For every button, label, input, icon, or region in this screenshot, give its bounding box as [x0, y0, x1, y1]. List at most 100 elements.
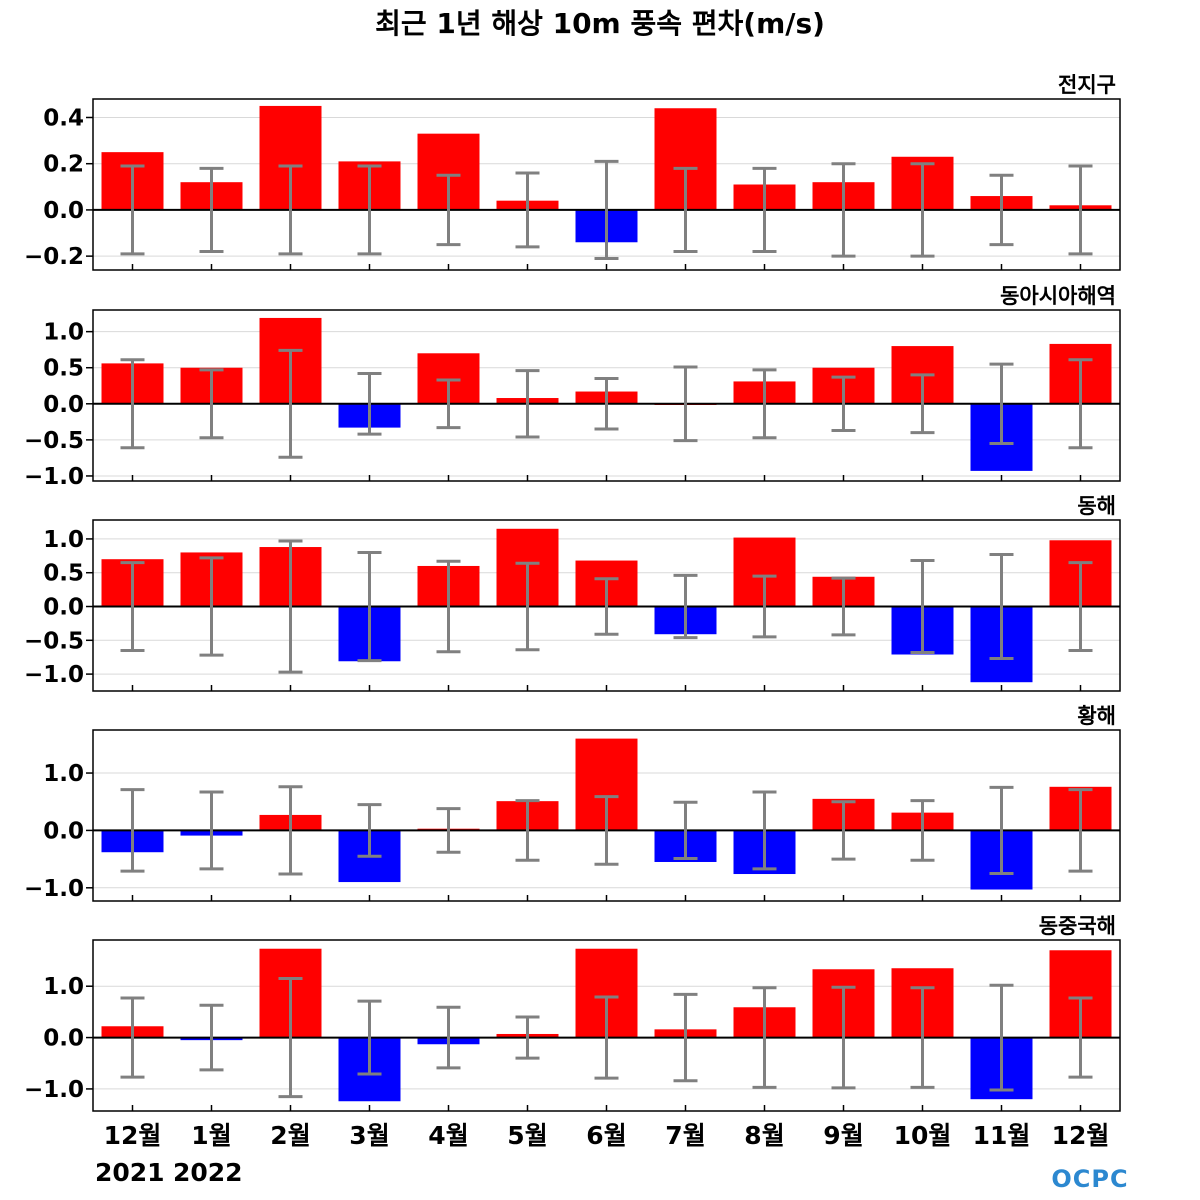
y-tick-label: −0.5	[24, 428, 84, 454]
y-tick-label: 0.2	[43, 152, 84, 178]
y-tick-label: −1.0	[24, 464, 84, 490]
error-bar-11월	[989, 983, 1014, 1092]
error-bar-1월	[199, 368, 224, 440]
panel-frame	[92, 309, 1121, 482]
y-tick-label: −1.0	[24, 1077, 84, 1103]
error-bar-12월	[120, 561, 145, 652]
x-tick-label: 4월	[428, 1121, 468, 1150]
error-bar-12월	[1068, 164, 1093, 256]
panel-title: 전지구	[1058, 73, 1116, 97]
y-tick-label: −0.2	[24, 244, 84, 270]
x-tick-label: 7월	[665, 1121, 705, 1150]
error-bar-10월	[910, 986, 935, 1089]
panel-2: 동해 −1.0 −0.5 0.0 0.5 1.0	[24, 494, 1121, 692]
x-tick-label: 2월	[270, 1121, 310, 1150]
error-bar-2월	[278, 977, 303, 1099]
panel-frame	[92, 519, 1121, 692]
error-bar-8월	[752, 166, 777, 254]
panels: 전지구−0.20.00.20.4동아시아해역−1.0−0.50.00.51.0동…	[24, 73, 1121, 1112]
x-tick-label: 12월	[1052, 1121, 1110, 1150]
error-bar-1월	[199, 166, 224, 254]
error-bar-7월	[673, 573, 698, 640]
x-axis: 12월 1월 2월 3월 4월 5월 6월 7월 8월 9월 10월 11월 12월	[104, 1121, 1110, 1150]
error-bar-7월	[673, 800, 698, 861]
error-bar-10월	[910, 559, 935, 654]
error-bar-11월	[989, 362, 1014, 445]
error-bar-9월	[831, 375, 856, 432]
panel-frame	[92, 939, 1121, 1112]
y-tick-label: 1.0	[43, 527, 84, 553]
x-tick-label: 1월	[191, 1121, 231, 1150]
y-tick-label: 0.0	[43, 1026, 84, 1052]
error-bar-1월	[199, 790, 224, 871]
x-tick-label: 6월	[586, 1121, 626, 1150]
x-tick-label: 5월	[507, 1121, 547, 1150]
error-bar-9월	[831, 985, 856, 1090]
error-bar-12월	[120, 996, 145, 1079]
chart-title: 최근 1년 해상 10m 풍속 편차(m/s)	[375, 7, 825, 40]
x-tick-label: 10월	[894, 1121, 952, 1150]
error-bar-12월	[1068, 561, 1093, 652]
error-bar-4월	[436, 1005, 461, 1070]
error-bar-6월	[594, 795, 619, 866]
error-bar-12월	[120, 788, 145, 873]
year-label-start: 2021	[95, 1158, 165, 1187]
error-bar-9월	[831, 162, 856, 258]
y-tick-label: 0.0	[43, 818, 84, 844]
panel-3: 황해 −1.0 0.0 1.0	[24, 704, 1121, 902]
x-tick-label: 9월	[823, 1121, 863, 1150]
x-tick-label: 8월	[744, 1121, 784, 1150]
panel-frame	[92, 98, 1121, 271]
error-bar-11월	[989, 785, 1014, 875]
error-bar-10월	[910, 162, 935, 258]
error-bar-7월	[673, 992, 698, 1083]
error-bar-5월	[515, 1015, 540, 1060]
error-bar-8월	[752, 574, 777, 639]
error-bar-3월	[357, 999, 382, 1076]
panel-0: 전지구 −0.2 0.0 0.2 0.4	[24, 73, 1121, 271]
error-bar-10월	[910, 799, 935, 862]
error-bar-4월	[436, 559, 461, 654]
error-bar-11월	[989, 173, 1014, 247]
y-tick-label: −1.0	[24, 662, 84, 688]
error-bar-2월	[278, 164, 303, 256]
error-bar-9월	[831, 800, 856, 861]
panel-title: 동중국해	[1039, 914, 1116, 938]
y-tick-label: −0.5	[24, 628, 84, 654]
error-bar-5월	[515, 799, 540, 862]
error-bar-10월	[910, 373, 935, 435]
panel-title: 동아시아해역	[1000, 284, 1116, 308]
error-bar-6월	[594, 377, 619, 431]
error-bar-9월	[831, 576, 856, 637]
y-tick-label: 0.4	[43, 105, 84, 131]
error-bar-5월	[515, 171, 540, 249]
error-bar-8월	[752, 790, 777, 871]
x-tick-label: 3월	[349, 1121, 389, 1150]
panel-title: 황해	[1077, 704, 1116, 728]
error-bar-12월	[1068, 358, 1093, 450]
y-tick-label: 0.0	[43, 595, 84, 621]
error-bar-2월	[278, 785, 303, 876]
x-tick-label: 11월	[973, 1121, 1031, 1150]
error-bar-2월	[278, 539, 303, 674]
y-tick-label: −1.0	[24, 876, 84, 902]
error-bar-3월	[357, 371, 382, 436]
error-bar-5월	[515, 561, 540, 652]
error-bar-12월	[1068, 996, 1093, 1079]
error-bar-6월	[594, 159, 619, 260]
y-tick-label: 0.5	[43, 356, 84, 382]
year-label-end: 2022	[173, 1158, 243, 1187]
error-bar-5월	[515, 369, 540, 439]
error-bar-8월	[752, 986, 777, 1089]
panel-4: 동중국해 −1.0 0.0 1.0	[24, 914, 1121, 1112]
y-tick-label: 1.0	[43, 320, 84, 346]
ocpc-logo: OCPC	[1051, 1165, 1128, 1193]
error-bar-7월	[673, 166, 698, 254]
y-tick-label: 1.0	[43, 974, 84, 1000]
panel-frame	[92, 729, 1121, 902]
error-bar-1월	[199, 1003, 224, 1072]
error-bar-8월	[752, 368, 777, 440]
y-tick-label: 0.0	[43, 392, 84, 418]
error-bar-2월	[278, 348, 303, 459]
